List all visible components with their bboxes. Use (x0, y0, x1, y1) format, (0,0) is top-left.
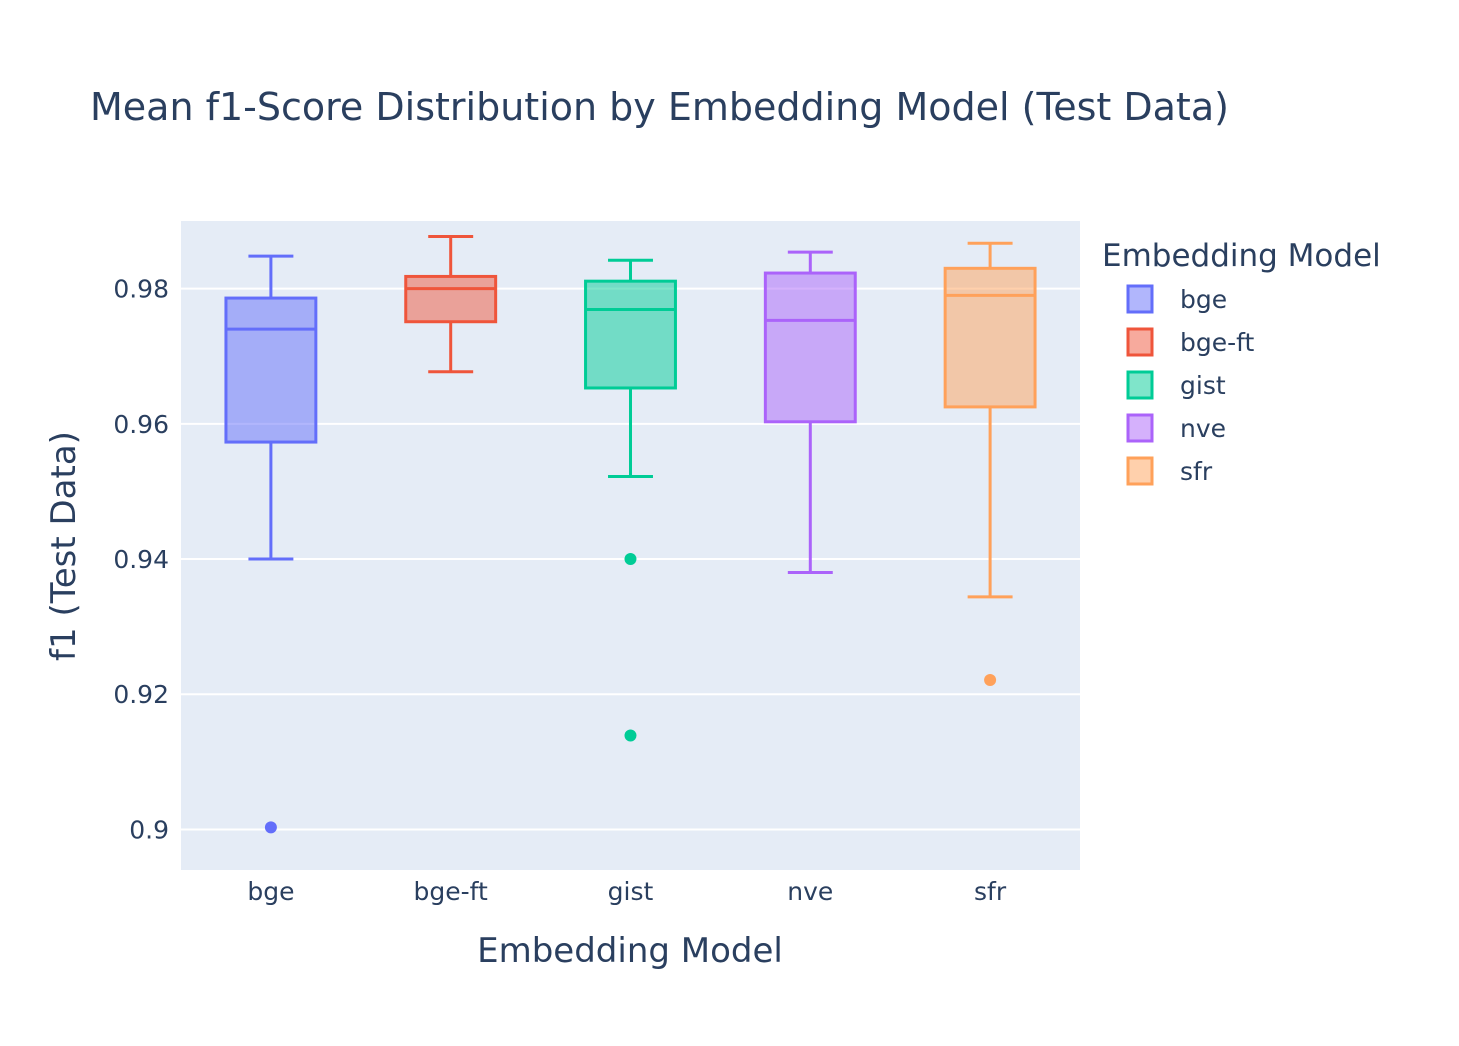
box-iqr (584, 279, 677, 390)
legend-swatch (1126, 456, 1154, 486)
x-tick-label: bge (247, 877, 294, 906)
y-axis-tick-labels: 0.9 0.92 0.94 0.96 0.98 (113, 275, 169, 845)
legend-item-gist: gist (1126, 370, 1226, 400)
box-iqr (404, 274, 498, 324)
x-tick-label: gist (608, 877, 654, 906)
legend: Embedding Model bge bge-ft gist nve sfr (1102, 238, 1381, 486)
y-axis-title: f1 (Test Data) (44, 431, 84, 661)
legend-item-bge: bge (1126, 284, 1227, 314)
legend-label: nve (1180, 414, 1226, 443)
outlier-point (624, 729, 637, 742)
x-tick-label: bge-ft (414, 877, 489, 906)
legend-swatch (1126, 327, 1154, 357)
legend-item-bge-ft: bge-ft (1126, 327, 1255, 357)
legend-item-sfr: sfr (1126, 456, 1213, 486)
legend-label: gist (1180, 371, 1226, 400)
box-iqr (943, 266, 1037, 409)
outlier-point (984, 674, 997, 687)
legend-label: bge-ft (1180, 328, 1255, 357)
box-iqr (763, 271, 857, 424)
legend-title: Embedding Model (1102, 238, 1381, 274)
chart-title: Mean f1-Score Distribution by Embedding … (90, 85, 1229, 129)
x-axis-tick-labels: bge bge-ft gist nve sfr (247, 877, 1007, 906)
x-axis-title: Embedding Model (477, 931, 783, 971)
x-tick-label: nve (787, 877, 833, 906)
box-bge-ft (404, 235, 498, 374)
legend-swatch (1126, 370, 1154, 400)
legend-items: bge bge-ft gist nve sfr (1126, 284, 1255, 486)
box-iqr (224, 296, 318, 444)
legend-item-nve: nve (1126, 413, 1226, 443)
box-bge (224, 254, 318, 834)
legend-label: sfr (1180, 457, 1213, 486)
box-sfr (943, 241, 1037, 687)
box-gist (584, 258, 677, 742)
boxes (224, 235, 1037, 834)
legend-swatch (1126, 413, 1154, 443)
y-tick-label: 0.96 (113, 410, 169, 439)
box-nve (763, 250, 857, 575)
y-tick-label: 0.92 (113, 680, 169, 709)
legend-label: bge (1180, 285, 1227, 314)
outlier-point (264, 821, 277, 834)
y-tick-label: 0.98 (113, 275, 169, 304)
y-tick-label: 0.94 (113, 545, 169, 574)
y-tick-label: 0.9 (129, 815, 169, 844)
x-tick-label: sfr (974, 877, 1007, 906)
legend-swatch (1126, 284, 1154, 314)
outlier-point (624, 553, 637, 566)
